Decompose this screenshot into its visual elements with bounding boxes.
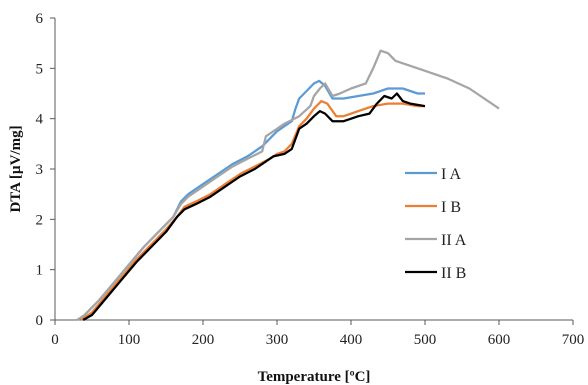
series-line-i-a	[76, 79, 425, 321]
x-tick-label: 500	[414, 332, 437, 348]
y-tick-label: 3	[36, 162, 44, 178]
x-tick-label: 300	[266, 332, 289, 348]
x-tick-labels: 0 100 200 300 400 500 600 700	[51, 320, 584, 348]
axes	[54, 18, 573, 321]
legend-label: I B	[441, 199, 461, 216]
x-tick-label: 100	[118, 332, 141, 348]
y-tick-label: 6	[36, 11, 44, 27]
x-axis-title: Temperature [ºC]	[258, 369, 371, 385]
legend-label: I A	[441, 166, 461, 183]
series-line-ii-b	[82, 92, 426, 321]
y-tick-label: 0	[36, 313, 44, 329]
y-axis-title: DTA [µV/mg]	[8, 125, 24, 212]
x-tick-label: 600	[488, 332, 511, 348]
series-line-ii-a	[76, 49, 500, 321]
y-tick-label: 2	[36, 212, 44, 228]
y-tick-label: 1	[36, 263, 44, 279]
x-tick-label: 400	[340, 332, 363, 348]
x-tick-label: 0	[51, 332, 59, 348]
y-tick-label: 4	[36, 112, 44, 128]
series-line-i-b	[80, 99, 425, 321]
legend-label: II B	[441, 265, 466, 282]
x-tick-label: 700	[562, 332, 585, 348]
legend: I A I B II A II B	[405, 166, 467, 282]
y-tick-labels: 0 1 2 3 4 5 6	[36, 11, 55, 329]
y-tick-label: 5	[36, 61, 44, 77]
legend-label: II A	[441, 232, 467, 249]
series-layer	[76, 49, 500, 321]
x-tick-label: 200	[192, 332, 215, 348]
